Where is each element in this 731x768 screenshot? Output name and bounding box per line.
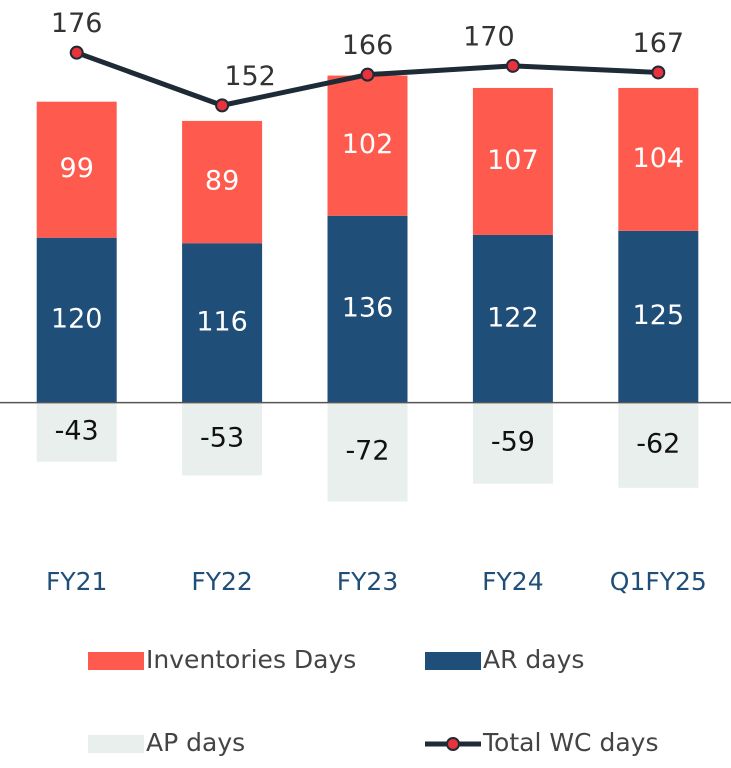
data-label: -62 (636, 429, 680, 460)
bar-segment (618, 402, 699, 488)
data-label: 116 (196, 306, 248, 337)
bar-segment (618, 87, 699, 231)
data-label: 120 (51, 304, 103, 335)
data-label: -59 (491, 427, 535, 458)
legend-swatch (425, 652, 481, 670)
data-label: 136 (342, 293, 394, 324)
bar-segment (472, 87, 553, 235)
data-label: 107 (487, 145, 539, 176)
data-label: 166 (342, 30, 394, 61)
legend-label: Total WC days (482, 728, 658, 757)
data-label: 176 (51, 8, 103, 39)
data-label: -72 (345, 436, 389, 467)
bar-segment (36, 402, 117, 462)
bar-segment (327, 402, 408, 502)
bar-segment (182, 120, 263, 244)
line-marker (69, 45, 84, 60)
x-tick-label: FY21 (46, 567, 107, 596)
data-label: 122 (487, 302, 539, 333)
x-tick-label: FY22 (191, 567, 252, 596)
bar-segment (618, 230, 699, 403)
bar-segment (36, 101, 117, 238)
data-label: 152 (224, 61, 276, 92)
bar-segment (182, 243, 263, 403)
data-label: 99 (60, 153, 94, 184)
legend-label: AR days (483, 645, 584, 674)
legend-swatch (88, 735, 144, 753)
line-marker (505, 58, 520, 73)
bar-segment (182, 402, 263, 476)
bar-segment (327, 215, 408, 403)
bar-segment (327, 75, 408, 216)
legend-label: AP days (146, 728, 245, 757)
data-label: 170 (463, 21, 515, 52)
data-label: 125 (633, 300, 685, 331)
legend-label: Inventories Days (146, 645, 356, 674)
bar-segment (36, 237, 117, 403)
legend-swatch (446, 737, 460, 751)
line-marker (360, 67, 375, 82)
bar-segment (472, 234, 553, 403)
legend-swatch (88, 652, 144, 670)
data-label: 102 (342, 129, 394, 160)
bar-segment (472, 402, 553, 484)
data-label: 167 (633, 28, 685, 59)
x-tick-label: Q1FY25 (610, 567, 707, 596)
x-tick-label: FY23 (337, 567, 398, 596)
data-label: 89 (205, 166, 239, 197)
data-label: -53 (200, 423, 244, 454)
x-tick-label: FY24 (482, 567, 543, 596)
line-marker (651, 65, 666, 80)
data-label: 104 (633, 143, 685, 174)
line-marker (215, 98, 230, 113)
data-label: -43 (55, 416, 99, 447)
